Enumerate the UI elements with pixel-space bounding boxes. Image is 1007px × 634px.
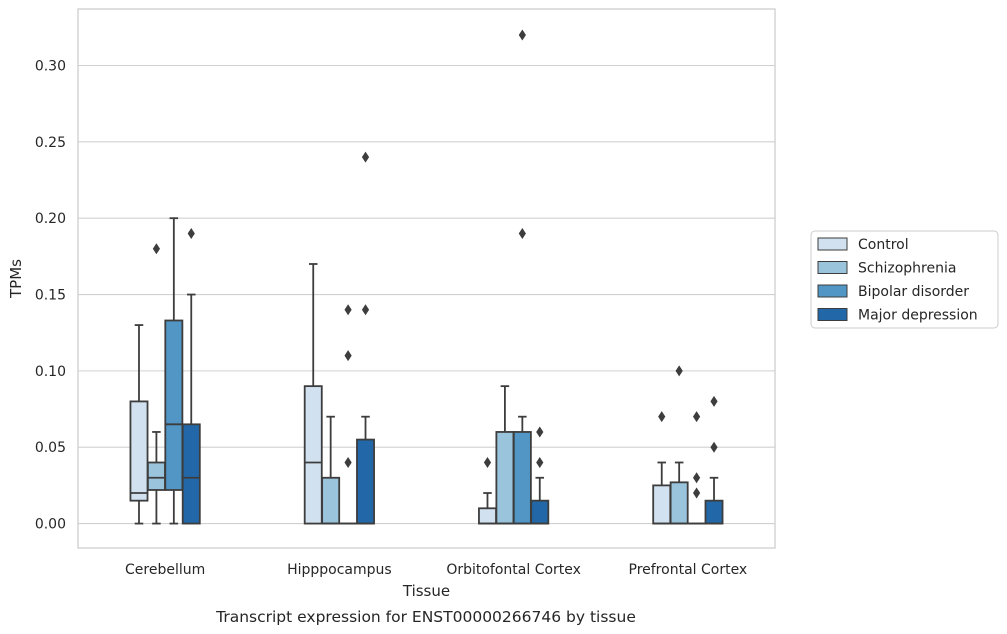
y-tick-label: 0.20 — [35, 211, 66, 227]
box-body — [321, 476, 341, 525]
outlier-point — [361, 151, 370, 163]
outlier-point — [692, 472, 701, 484]
outlier-point — [710, 441, 718, 453]
x-tick-label: Hipppocampus — [287, 562, 392, 578]
box-bipolar-disorder — [164, 217, 184, 525]
x-tick-label: Prefrontal Cortex — [629, 562, 748, 578]
box-body — [356, 438, 375, 525]
box-body — [512, 431, 532, 525]
x-axis-label: Tissue — [402, 582, 450, 600]
legend-label: Bipolar disorder — [858, 284, 969, 300]
box-body — [669, 481, 689, 525]
legend-frame — [810, 230, 999, 329]
box-major-depression — [356, 151, 375, 525]
legend-label: Major depression — [858, 308, 978, 324]
y-axis-ticks: 0.00 0.05 0.10 0.15 0.20 0.25 0.30 — [35, 58, 66, 532]
box-body — [652, 484, 672, 525]
legend-swatch — [817, 308, 848, 321]
outlier-point — [344, 456, 352, 468]
y-axis-label: TPMs — [7, 259, 25, 299]
box-control — [652, 411, 672, 525]
box-body — [146, 461, 166, 491]
y-tick-label: 0.30 — [35, 58, 66, 74]
outlier-point — [536, 426, 544, 438]
box-control — [303, 263, 323, 525]
outlier-point — [518, 29, 526, 41]
outlier-point — [361, 304, 370, 316]
box-body — [478, 507, 497, 525]
outlier-point — [692, 487, 701, 499]
x-tick-label: Orbitofontal Cortex — [446, 562, 581, 578]
box-schizophrenia — [321, 415, 341, 525]
box-bipolar-disorder — [687, 411, 707, 525]
outlier-point — [344, 304, 352, 316]
box-bipolar-disorder — [512, 29, 532, 525]
box-control — [129, 324, 149, 525]
outlier-point — [692, 411, 701, 423]
box-schizophrenia — [669, 365, 689, 525]
outlier-point — [483, 456, 492, 468]
legend-swatch — [817, 261, 848, 274]
legend-label: Schizophrenia — [858, 261, 956, 277]
outlier-point — [710, 395, 718, 407]
box-body — [164, 319, 184, 491]
x-tick-label: Cerebellum — [125, 562, 205, 578]
box-body — [530, 499, 550, 525]
y-tick-label: 0.15 — [35, 288, 66, 304]
legend-swatch — [817, 237, 848, 251]
box-body — [181, 423, 201, 525]
outlier-point — [518, 227, 526, 239]
box-body — [495, 431, 515, 525]
box-bipolar-disorder — [338, 304, 358, 525]
y-tick-label: 0.25 — [35, 135, 66, 151]
outlier-point — [675, 365, 683, 377]
box-body — [704, 499, 724, 525]
box-schizophrenia — [146, 243, 166, 525]
box-major-depression — [181, 227, 201, 525]
outlier-point — [536, 456, 544, 468]
outlier-point — [344, 350, 352, 362]
box-major-depression — [704, 395, 724, 525]
legend-label: Control — [858, 237, 909, 253]
box-body — [303, 385, 323, 525]
y-tick-label: 0.05 — [35, 440, 66, 456]
box-control — [478, 456, 497, 525]
y-tick-label: 0.10 — [35, 364, 66, 380]
plot-frame — [77, 8, 776, 549]
x-axis-ticks: Cerebellum Hipppocampus Orbitofontal Corte… — [125, 562, 747, 578]
box-body — [129, 400, 149, 502]
box-major-depression — [530, 426, 550, 525]
chart-caption: Transcript expression for ENST0000026674… — [215, 608, 636, 626]
box-schizophrenia — [495, 385, 515, 525]
outlier-point — [187, 227, 195, 239]
y-tick-label: 0.00 — [35, 517, 66, 533]
plot-area — [129, 29, 724, 525]
outlier-point — [152, 243, 161, 255]
legend-swatch — [817, 284, 848, 298]
outlier-point — [658, 411, 666, 423]
legend: Control Schizophrenia Bipolar disorder Majo… — [810, 230, 999, 329]
